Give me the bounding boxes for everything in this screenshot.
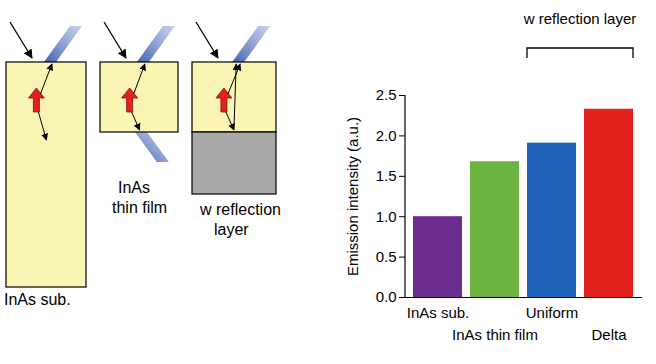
svg-text:Uniform: Uniform (526, 304, 579, 321)
svg-text:2.0: 2.0 (376, 127, 397, 144)
svg-text:w reflection layer: w reflection layer (523, 10, 637, 27)
svg-text:1.5: 1.5 (376, 167, 397, 184)
svg-text:w reflectionlayer: w reflectionlayer (199, 201, 281, 238)
svg-text:1.0: 1.0 (376, 208, 397, 225)
svg-text:InAs sub.: InAs sub. (4, 291, 71, 308)
svg-text:2.5: 2.5 (376, 86, 397, 103)
svg-text:InAs thin film: InAs thin film (452, 326, 538, 343)
svg-text:Delta: Delta (591, 326, 627, 343)
svg-text:Emission intensity (a.u.): Emission intensity (a.u.) (344, 117, 361, 276)
svg-text:0.0: 0.0 (376, 288, 397, 305)
svg-text:InAsthin film: InAsthin film (112, 179, 167, 216)
svg-text:0.5: 0.5 (376, 248, 397, 265)
svg-text:InAs sub.: InAs sub. (407, 304, 470, 321)
